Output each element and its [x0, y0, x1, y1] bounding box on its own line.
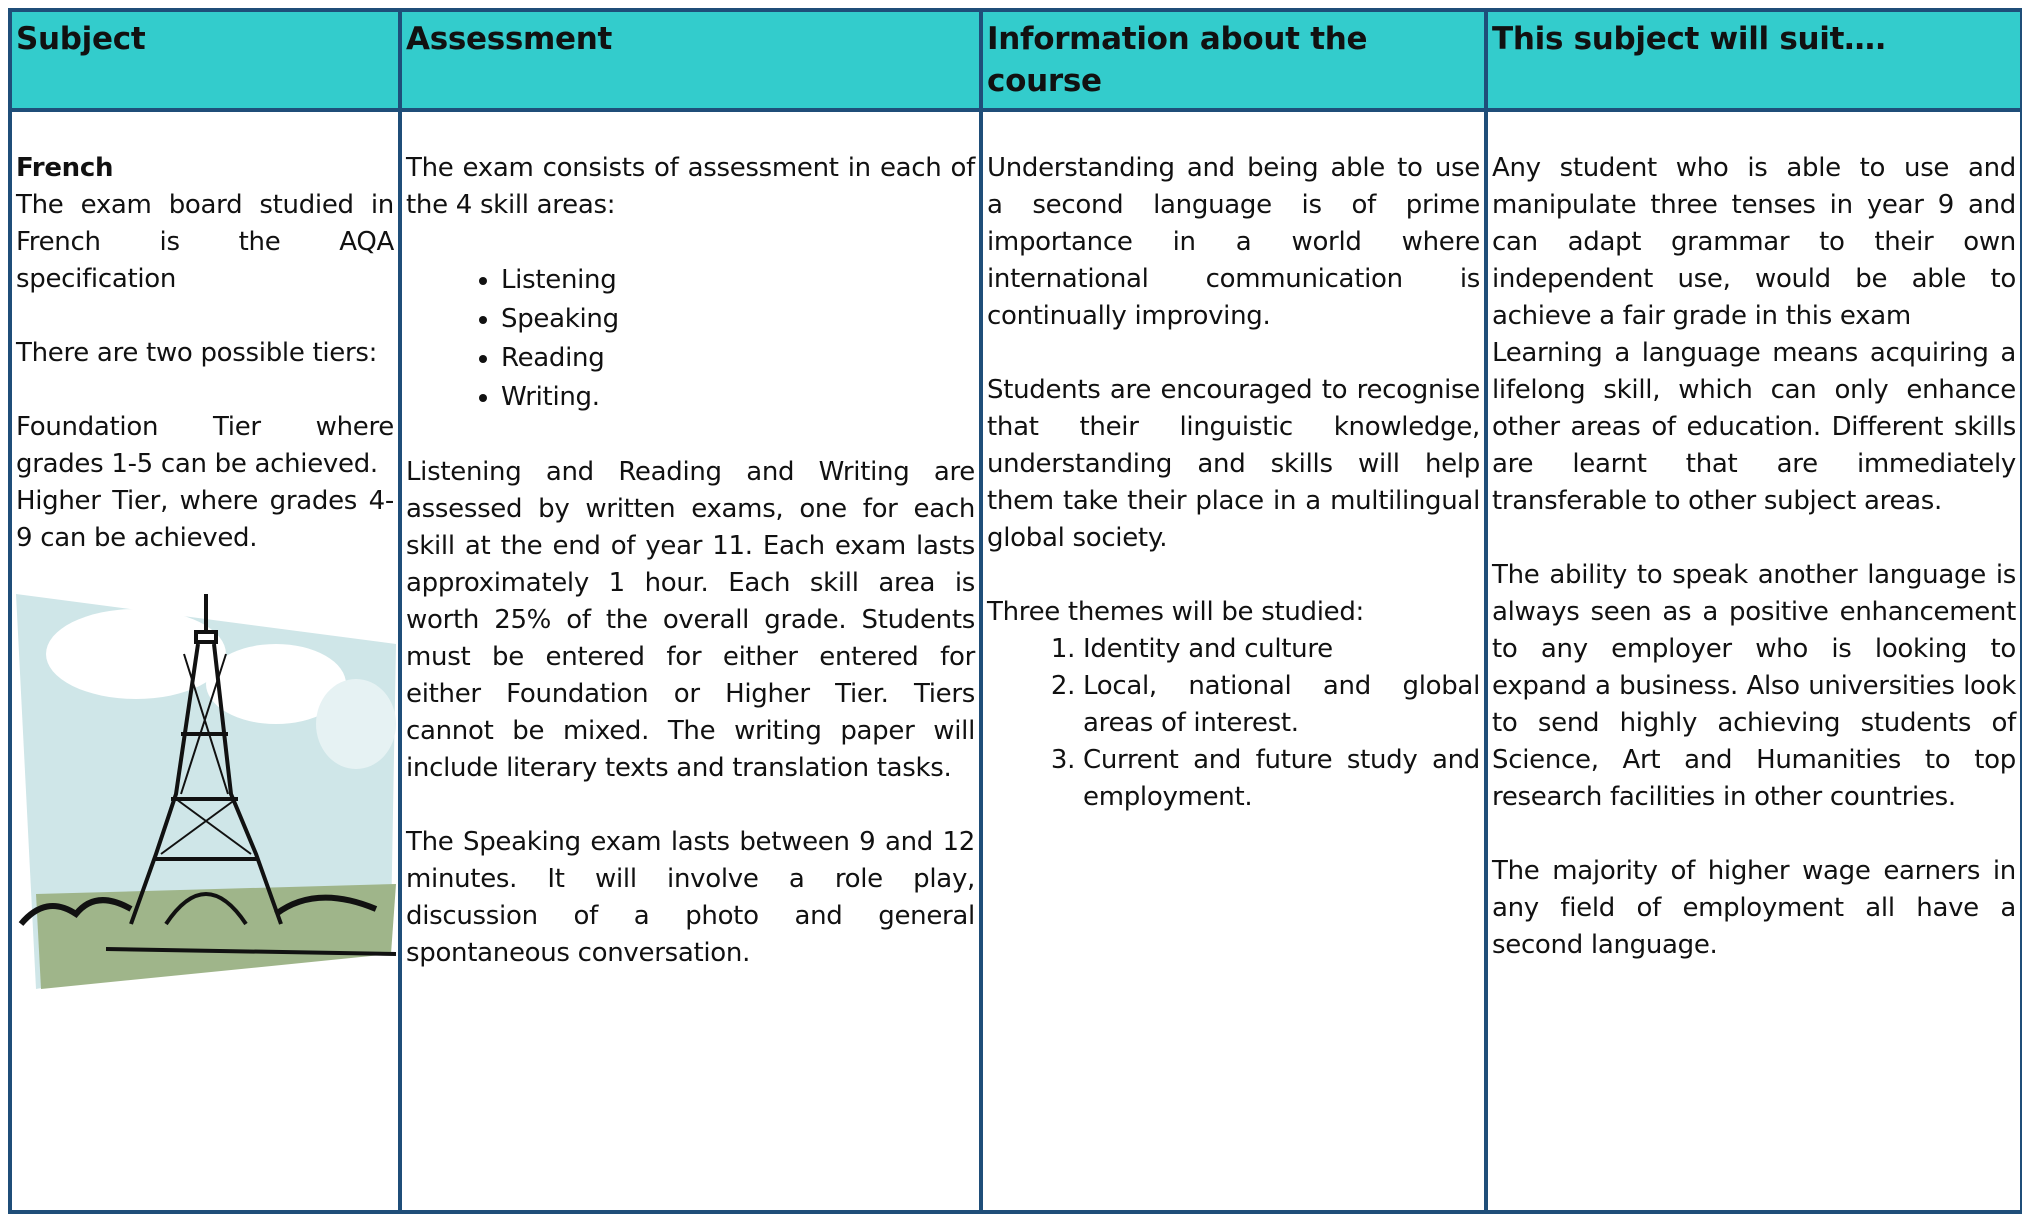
list-item: Listening	[501, 261, 975, 300]
list-item: Local, national and global areas of inte…	[1083, 668, 1480, 742]
information-cell: Understanding and being able to use a se…	[979, 108, 1488, 1214]
suits-cell: Any student who is able to use and manip…	[1484, 108, 2022, 1214]
paragraph: Three themes will be studied:	[987, 597, 1365, 627]
header-cell: Subject	[8, 8, 402, 112]
paragraph: The exam consists of assessment in each …	[406, 153, 975, 220]
page: Subject Assessment Information about the…	[0, 0, 2022, 1168]
eiffel-tower-image	[16, 594, 397, 989]
header-cell: Assessment	[398, 8, 983, 112]
list-item: Speaking	[501, 300, 975, 339]
paragraph: There are two possible tiers:	[16, 338, 378, 368]
list-item: Current and future study and employment.	[1083, 742, 1480, 816]
paragraph: The Speaking exam lasts between 9 and 12…	[406, 827, 975, 968]
paragraph: Learning a language means acquiring a li…	[1492, 338, 2016, 516]
paragraph: Understanding and being able to use a se…	[987, 153, 1480, 331]
paragraph: The exam board studied in French is the …	[16, 190, 394, 294]
themes-list: Identity and culture Local, national and…	[987, 631, 1480, 816]
header-cell: This subject will suit….	[1484, 8, 2022, 112]
paragraph: Foundation Tier where grades 1-5 can be …	[16, 412, 394, 479]
subject-title: French	[16, 153, 114, 183]
paragraph: The majority of higher wage earners in a…	[1492, 856, 2016, 960]
subject-cell: French The exam board studied in French …	[8, 108, 402, 1214]
assessment-cell: The exam consists of assessment in each …	[398, 108, 983, 1214]
list-item: Identity and culture	[1083, 631, 1480, 668]
header-row: Subject Assessment Information about the…	[8, 8, 2022, 112]
paragraph: Listening and Reading and Writing are as…	[406, 457, 975, 783]
skills-list: Listening Speaking Reading Writing.	[406, 261, 975, 417]
course-table: Subject Assessment Information about the…	[8, 8, 2022, 1214]
paragraph: Students are encouraged to recognise tha…	[987, 375, 1480, 553]
paragraph: Higher Tier, where grades 4-9 can be ach…	[16, 486, 394, 553]
paragraph: The ability to speak another language is…	[1492, 560, 2016, 812]
header-cell: Information about the course	[979, 8, 1488, 112]
list-item: Reading	[501, 339, 975, 378]
list-item: Writing.	[501, 378, 975, 417]
body-row: French The exam board studied in French …	[8, 108, 2022, 1214]
paragraph: Any student who is able to use and manip…	[1492, 153, 2016, 331]
